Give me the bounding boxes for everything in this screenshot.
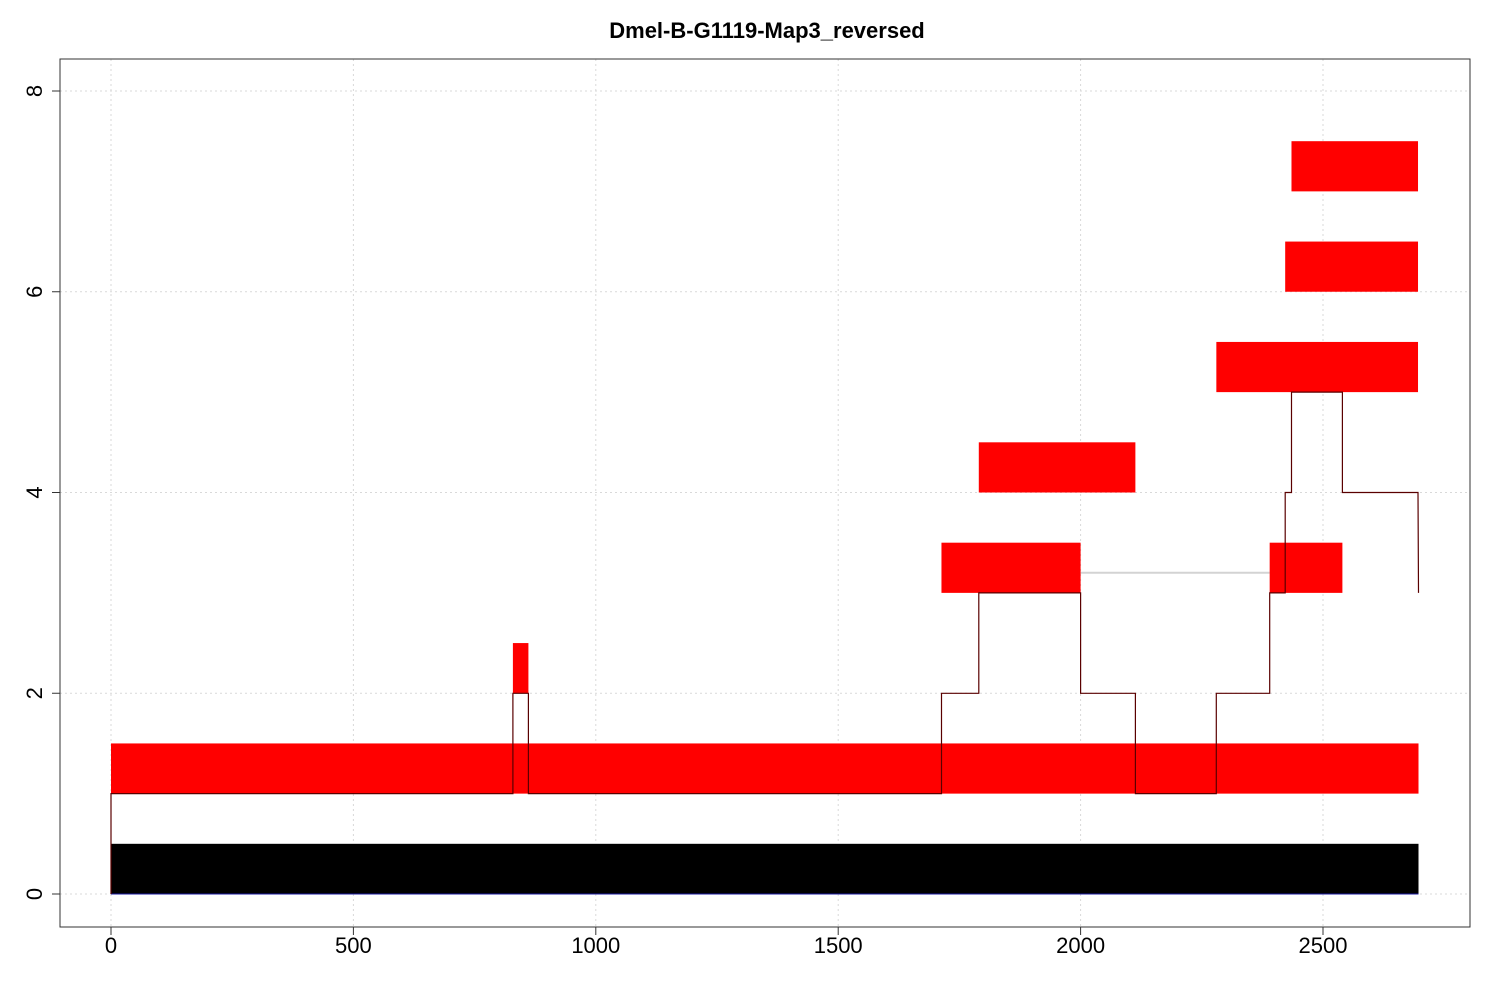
x-tick-label: 1500: [814, 933, 863, 958]
segment-bar: [111, 743, 1419, 794]
segment-bar: [978, 442, 1136, 493]
x-tick-label: 0: [105, 933, 117, 958]
plot-marks: [110, 141, 1420, 895]
chart-title: Dmel-B-G1119-Map3_reversed: [609, 18, 925, 43]
grid: [60, 59, 1470, 927]
coverage-line: [110, 391, 1420, 894]
segment-bar: [512, 643, 529, 694]
y-tick-label: 0: [22, 888, 47, 900]
reference-bar: [111, 843, 1419, 894]
segment-bar: [1269, 542, 1343, 593]
x-tick-label: 1000: [571, 933, 620, 958]
x-tick-label: 2500: [1299, 933, 1348, 958]
x-axis: 0 500 1000 1500 2000 2500: [105, 926, 1348, 958]
x-tick-label: 2000: [1056, 933, 1105, 958]
y-tick-label: 8: [22, 85, 47, 97]
y-tick-label: 4: [22, 486, 47, 498]
x-tick-label: 500: [335, 933, 372, 958]
y-axis: 0 2 4 6 8: [22, 85, 61, 900]
y-tick-label: 2: [22, 687, 47, 699]
segment-bar: [1216, 341, 1419, 393]
segment-bar: [1291, 141, 1419, 192]
y-tick-label: 6: [22, 286, 47, 298]
segment-bar: [1285, 241, 1419, 292]
segment-bar: [941, 542, 1081, 593]
